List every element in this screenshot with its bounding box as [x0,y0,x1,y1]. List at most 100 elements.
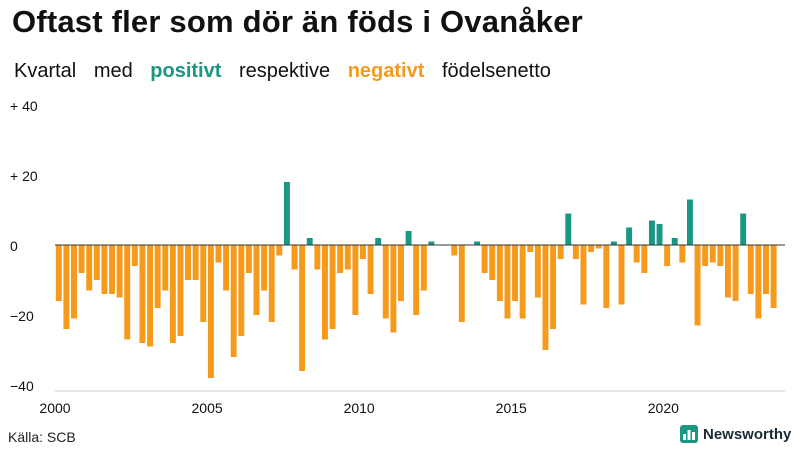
bar-negative [534,245,541,298]
bar-negative [504,245,511,319]
bar-positive [686,199,693,245]
bar-negative [230,245,237,357]
bar-negative [763,245,769,294]
bar-negative [352,245,359,315]
bar-negative [238,245,245,336]
bar-negative [276,245,283,256]
bar-negative [131,245,138,266]
bar-negative [550,245,557,329]
source-note: Källa: SCB [8,429,76,445]
bar-positive [740,213,747,245]
bar-positive [671,238,678,245]
bar-positive [306,238,313,245]
bar-negative [93,245,100,280]
bar-negative [147,245,154,347]
bar-negative [542,245,549,350]
bar-negative [116,245,123,298]
bar-positive [626,227,633,245]
subtitle-word-1: Kvartal [14,60,77,82]
bar-negative [192,245,199,280]
bar-negative [291,245,298,270]
bar-negative [603,245,610,308]
bar-positive [474,241,480,245]
bar-negative [702,245,709,266]
bar-negative [413,245,420,315]
bar-negative [268,245,275,322]
bar-negative [595,245,602,249]
bar-negative [154,245,161,308]
subtitle-word-2: med [93,60,133,82]
bar-positive [648,220,655,245]
bar-positive [405,231,412,245]
bar-negative [261,245,268,291]
x-tick-label: 2015 [496,400,527,416]
y-tick-label: + 40 [10,98,38,114]
bar-positive [283,182,290,245]
subtitle-word-4: respektive [238,60,331,82]
bar-negative [725,245,731,298]
bar-negative [215,245,222,263]
bar-negative [329,245,336,329]
x-tick-label: 2000 [39,400,70,416]
y-tick-label: −20 [10,308,34,324]
bar-negative [481,245,488,273]
bar-negative [360,245,366,259]
bar-negative [162,245,169,291]
bar-negative [55,245,62,301]
bar-negative [78,245,85,273]
bar-chart-icon [680,425,698,443]
y-tick-label: 0 [10,238,18,254]
bar-negative [109,245,115,294]
x-tick-label: 2005 [192,400,223,416]
y-tick-label: −40 [10,378,34,394]
brand-logo: Newsworthy [680,425,791,443]
bar-negative [572,245,579,259]
bar-negative [588,245,595,252]
bar-negative [299,245,306,371]
bar-negative [694,245,701,326]
bar-negative [344,245,351,270]
bar-negative [337,245,344,273]
bar-negative [496,245,503,301]
bar-negative [185,245,192,280]
x-tick-label: 2010 [344,400,375,416]
bar-negative [321,245,328,340]
bar-negative [314,245,321,270]
bar-negative [770,245,777,308]
bar-negative [223,245,230,291]
bar-negative [458,245,465,322]
chart-subtitle: Kvartal med positivt respektive negativt… [14,60,563,83]
bar-negative [398,245,404,301]
chart-title: Oftast fler som dör än föds i Ovanåker [12,4,583,39]
y-tick-label: + 20 [10,168,38,184]
bar-negative [420,245,427,291]
bar-negative [139,245,146,343]
bar-positive [565,213,572,245]
bar-negative [489,245,496,280]
bar-negative [557,245,564,259]
bar-negative [382,245,389,319]
bar-positive [610,241,617,245]
bar-negative [512,245,519,301]
bar-negative [86,245,93,291]
bar-negative [709,245,716,263]
bar-negative [732,245,739,301]
bar-negative [664,245,671,266]
bar-positive [428,241,435,245]
bar-negative [169,245,176,343]
subtitle-positive-label: positivt [150,60,222,82]
bar-negative [253,245,260,315]
bar-negative [101,245,108,294]
bar-negative [177,245,184,336]
bar-negative [124,245,131,340]
bar-negative [755,245,762,319]
bar-negative [580,245,587,305]
bar-positive [656,224,663,245]
bar-negative [390,245,397,333]
bar-negative [641,245,648,273]
x-tick-label: 2020 [648,400,679,416]
bar-negative [679,245,686,263]
brand-name: Newsworthy [703,425,792,443]
bar-negative [527,245,534,252]
